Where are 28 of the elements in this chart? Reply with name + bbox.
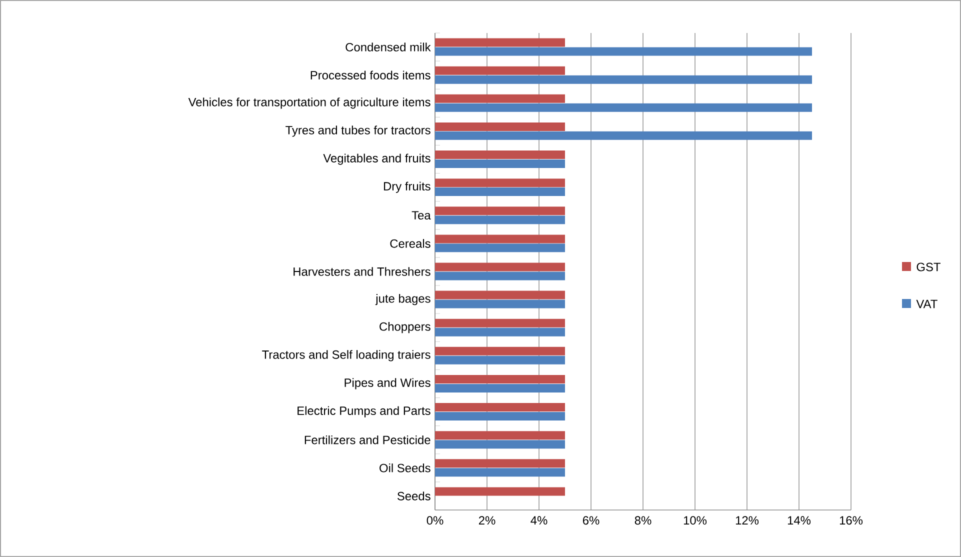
x-tick-label: 10%: [684, 516, 707, 525]
y-tick-label: Tractors and Self loading traiers: [262, 350, 430, 362]
y-tick-label: Seeds: [397, 492, 430, 500]
x-tick-label: 8%: [634, 516, 652, 525]
y-tick-label: Tyres and tubes for tractors: [286, 126, 430, 137]
y-tick-label: Electric Pumps and Parts: [298, 406, 430, 418]
legend-label: GST: [916, 262, 941, 272]
y-tick-label: Fertilizers and Pesticide: [304, 435, 430, 444]
y-tick-label: Condensed milk: [346, 42, 431, 52]
y-tick-label: Processed foods items: [310, 70, 430, 80]
y-tick-label: Cereals: [390, 239, 430, 248]
y-tick-label: Tea: [412, 211, 431, 220]
y-tick-label: Dry fruits: [384, 182, 430, 193]
legend-label: VAT: [916, 300, 938, 308]
x-tick-label: 2%: [478, 516, 496, 525]
x-tick-label: 14%: [788, 516, 811, 525]
x-tick-label: 4%: [530, 516, 548, 525]
y-tick-label: Pipes and Wires: [344, 378, 430, 390]
y-tick-label: Choppers: [380, 322, 430, 334]
y-tick-label: Vegitables and fruits: [323, 154, 430, 165]
x-tick-label: 16%: [840, 516, 863, 525]
y-tick-label: Vehicles for transportation of agriculture items: [188, 98, 430, 109]
x-tick-label: 12%: [736, 516, 759, 525]
y-tick-label: jute bages: [375, 294, 430, 306]
y-tick-label: Harvesters and Threshers: [294, 267, 430, 276]
x-tick-label: 6%: [582, 516, 600, 525]
y-tick-label: Oil Seeds: [380, 464, 430, 472]
x-tick-label: 0%: [426, 516, 444, 525]
